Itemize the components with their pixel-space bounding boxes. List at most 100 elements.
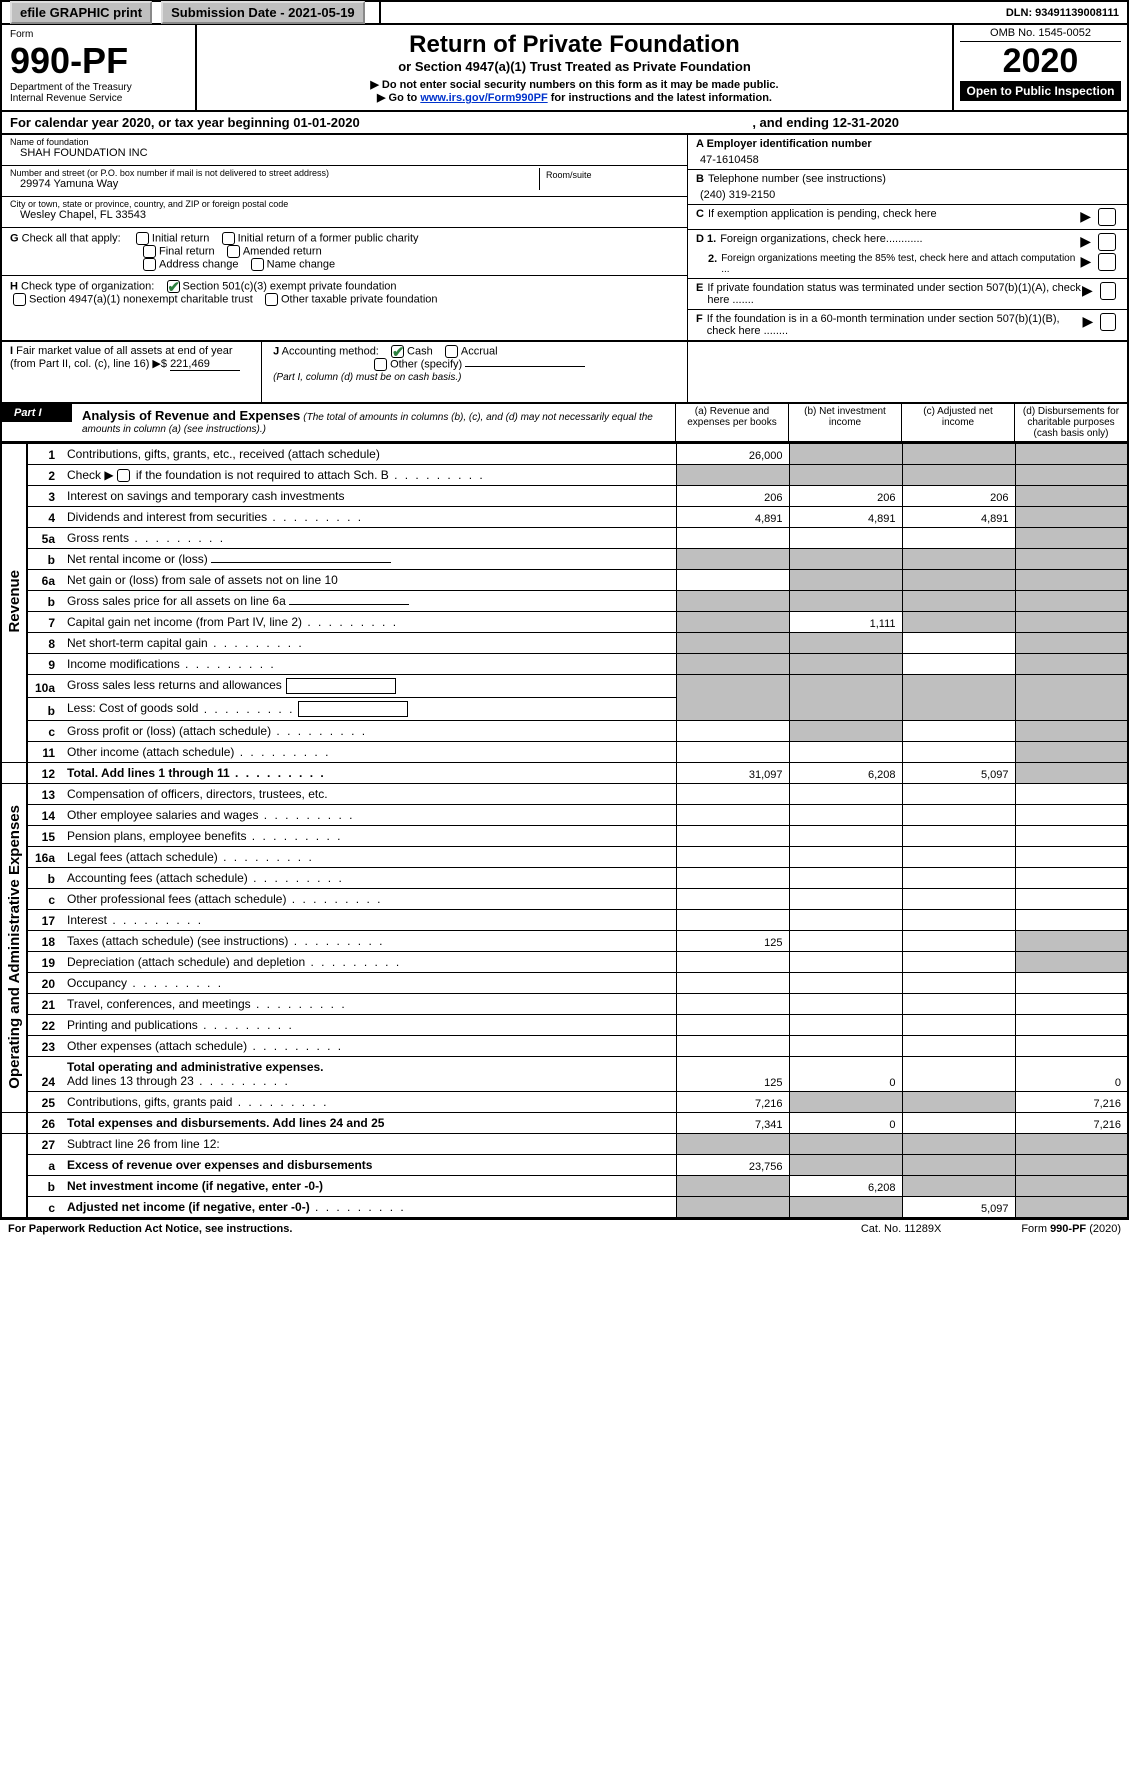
table-row: 25Contributions, gifts, grants paid7,216…: [1, 1092, 1128, 1113]
arrow-icon: ▶: [1080, 233, 1091, 251]
cb-cash[interactable]: [391, 345, 404, 358]
table-row: 15Pension plans, employee benefits: [1, 826, 1128, 847]
cb-initial-return[interactable]: [136, 232, 149, 245]
irs-link[interactable]: www.irs.gov/Form990PF: [420, 92, 547, 104]
ein-value: 47-1610458: [696, 150, 759, 166]
table-row: 7Capital gain net income (from Part IV, …: [1, 612, 1128, 633]
cb-name-change[interactable]: [251, 258, 264, 271]
cb-501c3[interactable]: [167, 280, 180, 293]
table-row: 21Travel, conferences, and meetings: [1, 994, 1128, 1015]
street-address: 29974 Yamuna Way: [10, 178, 118, 190]
table-row: bNet investment income (if negative, ent…: [1, 1176, 1128, 1197]
city-label: City or town, state or province, country…: [10, 199, 288, 209]
part1-title-cell: Analysis of Revenue and Expenses (The to…: [74, 404, 675, 441]
cb-foreign-org[interactable]: [1098, 233, 1116, 251]
city-state-zip: Wesley Chapel, FL 33543: [10, 209, 146, 221]
table-row: 6aNet gain or (loss) from sale of assets…: [1, 570, 1128, 591]
city-row: City or town, state or province, country…: [2, 197, 687, 227]
h-label: H: [10, 280, 18, 292]
cb-60month[interactable]: [1100, 313, 1116, 331]
cb-accrual[interactable]: [445, 345, 458, 358]
phone-value: (240) 319-2150: [696, 185, 775, 201]
dept-treasury: Department of the Treasury: [10, 82, 187, 93]
table-row: 18Taxes (attach schedule) (see instructi…: [1, 931, 1128, 952]
table-row: 9Income modifications: [1, 654, 1128, 675]
table-row: 3Interest on savings and temporary cash …: [1, 486, 1128, 507]
instr-goto: ▶ Go to www.irs.gov/Form990PF for instru…: [207, 91, 942, 104]
c-pending-row: CIf exemption application is pending, ch…: [688, 205, 1127, 230]
form-subtitle: or Section 4947(a)(1) Trust Treated as P…: [207, 59, 942, 74]
ij-left: I Fair market value of all assets at end…: [2, 342, 687, 402]
i-fmv-row: I Fair market value of all assets at end…: [2, 342, 262, 402]
e-terminated-row: EIf private foundation status was termin…: [688, 279, 1127, 310]
cb-initial-former[interactable]: [222, 232, 235, 245]
j-accounting-row: J Accounting method: Cash Accrual Other …: [265, 342, 645, 386]
arrow-icon: ▶: [1080, 253, 1091, 275]
arrow-icon: ▶: [1082, 282, 1093, 299]
a-label: A Employer identification number: [696, 138, 872, 150]
top-bar: efile GRAPHIC print Submission Date - 20…: [0, 0, 1129, 25]
table-row: Revenue 1 Contributions, gifts, grants, …: [1, 444, 1128, 465]
form-title: Return of Private Foundation: [207, 31, 942, 59]
efile-button[interactable]: efile GRAPHIC print: [10, 1, 152, 24]
room-suite-cell: Room/suite: [539, 168, 679, 190]
info-left: Name of foundation SHAH FOUNDATION INC N…: [2, 135, 687, 340]
efile-print: efile GRAPHIC print Submission Date - 20…: [2, 2, 381, 23]
table-row: 23Other expenses (attach schedule): [1, 1036, 1128, 1057]
cb-amended-return[interactable]: [227, 245, 240, 258]
foundation-name-row: Name of foundation SHAH FOUNDATION INC: [2, 135, 687, 166]
table-row: 11Other income (attach schedule): [1, 742, 1128, 763]
table-row: bAccounting fees (attach schedule): [1, 868, 1128, 889]
room-label: Room/suite: [546, 170, 673, 180]
form-label: Form: [10, 29, 187, 40]
foundation-name: SHAH FOUNDATION INC: [10, 147, 148, 159]
table-row: 19Depreciation (attach schedule) and dep…: [1, 952, 1128, 973]
table-row: 5aGross rents: [1, 528, 1128, 549]
submission-date: Submission Date - 2021-05-19: [161, 1, 365, 24]
form-header: Form 990-PF Department of the Treasury I…: [0, 25, 1129, 112]
header-left: Form 990-PF Department of the Treasury I…: [2, 25, 197, 110]
g-text: Check all that apply:: [22, 232, 121, 244]
table-row: 14Other employee salaries and wages: [1, 805, 1128, 826]
entity-info-block: Name of foundation SHAH FOUNDATION INC N…: [0, 135, 1129, 342]
cb-4947a1[interactable]: [13, 293, 26, 306]
info-right: A Employer identification number 47-1610…: [687, 135, 1127, 340]
col-b-header: (b) Net investment income: [788, 404, 901, 441]
table-row: 17Interest: [1, 910, 1128, 931]
table-row: 16aLegal fees (attach schedule): [1, 847, 1128, 868]
table-row: bNet rental income or (loss): [1, 549, 1128, 570]
part1-header-row: Part I Analysis of Revenue and Expenses …: [0, 404, 1129, 443]
cb-sch-b[interactable]: [117, 469, 130, 482]
form-number: 990-PF: [10, 40, 187, 82]
table-row: cOther professional fees (attach schedul…: [1, 889, 1128, 910]
table-row: 8Net short-term capital gain: [1, 633, 1128, 654]
part1-badge: Part I: [2, 404, 72, 422]
cb-exemption-pending[interactable]: [1098, 208, 1116, 226]
dln-number: DLN: 93491139008111: [998, 4, 1127, 22]
cb-other-taxable[interactable]: [265, 293, 278, 306]
cb-foreign-85pct[interactable]: [1098, 253, 1116, 271]
cal-year-end: , and ending 12-31-2020: [752, 115, 899, 130]
cb-status-terminated[interactable]: [1100, 282, 1116, 300]
phone-row: BTelephone number (see instructions) (24…: [688, 170, 1127, 205]
opex-label-cell: Operating and Administrative Expenses: [1, 784, 27, 1113]
table-row: 2 Check ▶ if the foundation is not requi…: [1, 465, 1128, 486]
cb-final-return[interactable]: [143, 245, 156, 258]
table-row: cGross profit or (loss) (attach schedule…: [1, 721, 1128, 742]
table-row: 4Dividends and interest from securities …: [1, 507, 1128, 528]
g-checks-row: G Check all that apply: Initial return I…: [2, 227, 687, 276]
instr-ssn: ▶ Do not enter social security numbers o…: [207, 78, 942, 91]
cb-other-method[interactable]: [374, 358, 387, 371]
page-footer: For Paperwork Reduction Act Notice, see …: [0, 1219, 1129, 1238]
addr-label: Number and street (or P.O. box number if…: [10, 168, 539, 178]
table-row: 24Total operating and administrative exp…: [1, 1057, 1128, 1092]
open-to-public: Open to Public Inspection: [960, 81, 1121, 101]
cal-year-begin: For calendar year 2020, or tax year begi…: [10, 115, 360, 130]
cb-address-change[interactable]: [143, 258, 156, 271]
ein-row: A Employer identification number 47-1610…: [688, 135, 1127, 170]
arrow-icon: ▶: [1082, 313, 1093, 330]
part1-title: Analysis of Revenue and Expenses: [82, 408, 300, 423]
col-a-header: (a) Revenue and expenses per books: [675, 404, 788, 441]
tax-year: 2020: [960, 42, 1121, 81]
table-row: 12Total. Add lines 1 through 11 31,0976,…: [1, 763, 1128, 784]
